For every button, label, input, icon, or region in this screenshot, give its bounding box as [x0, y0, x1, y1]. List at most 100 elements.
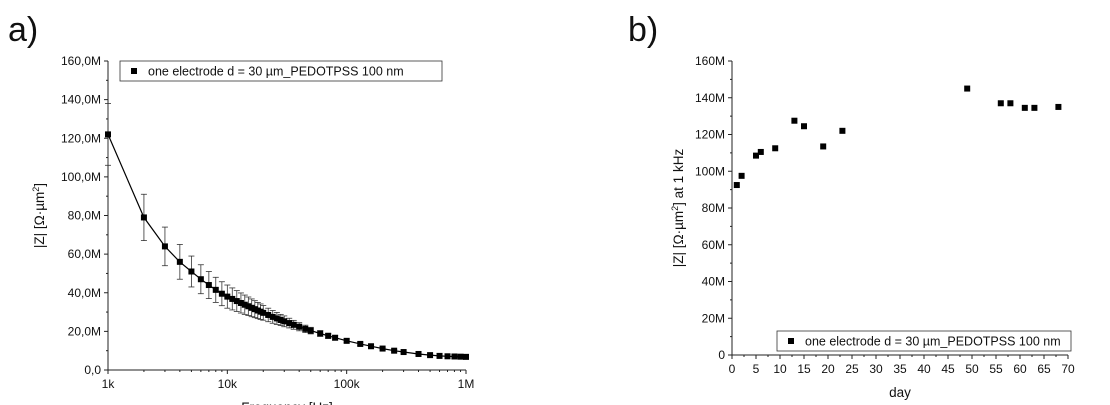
- data-point: [302, 325, 309, 332]
- panel-label-b: b): [628, 11, 658, 49]
- data-point: [1055, 103, 1062, 110]
- data-point: [212, 286, 219, 293]
- x-tick-label: 40: [917, 362, 931, 376]
- data-point: [733, 182, 740, 189]
- y-tick-label: 80M: [702, 201, 725, 215]
- x-tick-label: 45: [941, 362, 955, 376]
- data-point: [260, 309, 267, 316]
- axes: [728, 60, 1069, 359]
- data-point: [140, 214, 147, 221]
- data-point: [444, 353, 451, 360]
- data-point: [161, 243, 168, 250]
- x-tick-label: 100k: [334, 377, 361, 391]
- y-tick-label: 140,0M: [61, 93, 101, 107]
- data-point: [391, 347, 398, 354]
- legend-marker: [131, 68, 137, 74]
- data-point: [801, 123, 807, 130]
- y-tick-label: 20,0M: [68, 324, 101, 338]
- y-tick-label: 20M: [702, 311, 725, 325]
- data-point: [738, 172, 745, 179]
- data-series: [733, 85, 1062, 189]
- data-point: [427, 352, 434, 359]
- x-axis-title: day: [889, 385, 911, 400]
- y-tick-label: 0: [718, 348, 725, 362]
- y-axis-title: |Z| [Ω·µm2] at 1 kHz: [670, 149, 686, 268]
- data-point: [357, 340, 364, 347]
- x-tick-label: 30: [869, 362, 883, 376]
- legend-label: one electrode d = 30 µm_PEDOTPSS 100 nm: [805, 335, 1061, 349]
- data-point: [753, 152, 759, 159]
- data-point: [1021, 104, 1028, 111]
- x-tick-label: 1k: [102, 377, 116, 391]
- data-point: [772, 145, 779, 152]
- y-tick-label: 80,0M: [68, 209, 101, 223]
- data-point: [296, 323, 303, 330]
- data-point: [245, 303, 252, 310]
- x-tick-label: 0: [729, 362, 736, 376]
- data-series: [105, 103, 469, 360]
- data-point: [281, 318, 288, 325]
- x-tick-label: 25: [845, 362, 859, 376]
- x-tick-label: 60: [1013, 362, 1027, 376]
- data-point: [265, 311, 272, 318]
- data-point: [457, 353, 464, 360]
- x-tick-label: 50: [965, 362, 979, 376]
- y-tick-label: 40,0M: [68, 286, 101, 300]
- data-point: [343, 337, 350, 344]
- x-tick-label: 15: [797, 362, 811, 376]
- data-point: [332, 334, 339, 341]
- y-tick-label: 40M: [702, 275, 725, 289]
- legend-marker: [788, 338, 794, 344]
- data-point: [197, 276, 204, 283]
- y-axis-title-part: ] at 1 kHz: [671, 149, 686, 206]
- x-axis-title: Frequency [Hz]: [241, 400, 333, 405]
- data-point: [105, 131, 111, 138]
- y-tick-label: 120,0M: [61, 131, 101, 145]
- y-tick-label: 100,0M: [61, 170, 101, 184]
- y-axis-title-part: |Z| [Ω·µm: [32, 192, 47, 248]
- data-point: [205, 282, 212, 289]
- data-point: [286, 320, 293, 327]
- data-point: [791, 117, 798, 124]
- data-point: [307, 327, 314, 334]
- x-tick-label: 70: [1061, 362, 1075, 376]
- x-tick-label: 55: [989, 362, 1003, 376]
- y-axis-title-part: |Z| [Ω·µm: [671, 211, 686, 267]
- y-axis-title-superscript: 2: [31, 187, 41, 192]
- legend-box: [776, 330, 1072, 352]
- x-tick-label: 1M: [458, 377, 475, 391]
- data-point: [269, 313, 276, 320]
- y-tick-label: 120M: [695, 128, 725, 142]
- data-point: [451, 353, 458, 360]
- x-tick-label: 10k: [218, 377, 238, 391]
- data-point: [379, 345, 386, 352]
- y-axis-title-part: ]: [32, 183, 47, 187]
- data-point: [820, 143, 827, 150]
- data-point: [997, 100, 1004, 107]
- data-point: [290, 321, 297, 328]
- y-tick-label: 160M: [695, 54, 725, 68]
- data-point: [1031, 104, 1038, 111]
- x-tick-label: 65: [1037, 362, 1051, 376]
- x-tick-label: 5: [753, 362, 760, 376]
- legend: one electrode d = 30 µm_PEDOTPSS 100 nm: [776, 330, 1072, 352]
- legend-label: one electrode d = 30 µm_PEDOTPSS 100 nm: [148, 65, 404, 79]
- data-point: [325, 332, 332, 339]
- legend: one electrode d = 30 µm_PEDOTPSS 100 nm: [119, 60, 443, 82]
- data-point: [224, 293, 231, 300]
- data-point: [277, 316, 284, 323]
- data-point: [229, 295, 236, 302]
- y-tick-label: 160,0M: [61, 54, 101, 68]
- y-tick-label: 140M: [695, 91, 725, 105]
- data-point: [176, 258, 183, 265]
- data-point: [218, 290, 225, 297]
- y-axis-title: |Z| [Ω·µm2]: [31, 183, 47, 248]
- y-axis-title-superscript: 2: [670, 206, 680, 211]
- x-tick-label: 10: [773, 362, 787, 376]
- y-tick-label: 60M: [702, 238, 725, 252]
- data-point: [368, 343, 375, 350]
- chart-panel-b: b) 0 20M 40M 60M 80M 100M 120M 140M 160M 0 5 10 15 20…: [628, 11, 1075, 400]
- data-point: [757, 148, 764, 155]
- y-tick-label: 100M: [695, 164, 725, 178]
